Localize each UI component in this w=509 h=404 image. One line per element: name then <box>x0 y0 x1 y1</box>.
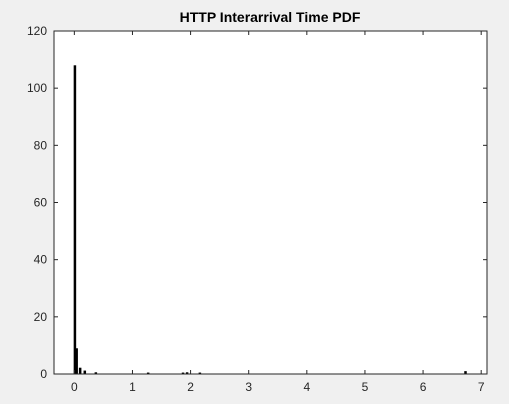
x-tick-label: 3 <box>245 380 252 394</box>
bars <box>73 65 467 375</box>
x-tick-label: 1 <box>129 380 136 394</box>
x-axis: 0 1 2 3 4 5 6 7 <box>71 31 485 394</box>
bar <box>185 372 189 374</box>
y-tick-label: 0 <box>40 367 47 381</box>
bar <box>198 372 202 374</box>
bar <box>464 371 467 374</box>
y-tick-label: 20 <box>34 310 48 324</box>
y-tick-label: 40 <box>34 253 48 267</box>
y-tick-label: 80 <box>34 138 48 152</box>
bar <box>146 372 150 374</box>
y-tick-label: 60 <box>34 196 48 210</box>
bar <box>78 367 82 374</box>
chart-title: HTTP Interarrival Time PDF <box>180 9 361 25</box>
x-tick-label: 4 <box>303 380 310 394</box>
bar <box>181 372 185 374</box>
x-tick-label: 0 <box>71 380 78 394</box>
y-tick-label: 100 <box>27 81 47 95</box>
bar <box>75 348 78 374</box>
x-tick-label: 5 <box>362 380 369 394</box>
axes-box <box>53 30 488 375</box>
bar <box>94 372 98 374</box>
bar <box>83 370 87 374</box>
axes-background <box>54 31 487 374</box>
x-tick-label: 7 <box>478 380 485 394</box>
bar <box>73 65 77 375</box>
x-tick-label: 6 <box>420 380 427 394</box>
x-tick-label: 2 <box>187 380 194 394</box>
y-tick-label: 120 <box>27 24 47 38</box>
